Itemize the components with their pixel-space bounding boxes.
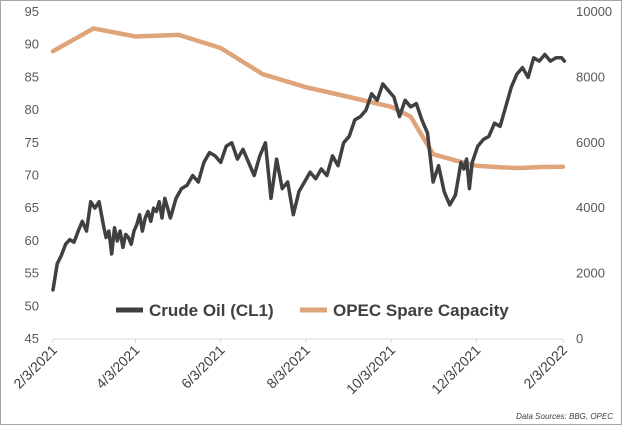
- data-source-note: Data Sources: BBG, OPEC: [516, 412, 613, 421]
- x-tick-label: 12/3/2021: [428, 342, 484, 398]
- left-tick-label: 80: [25, 102, 39, 117]
- left-tick-label: 90: [25, 37, 39, 52]
- left-tick-label: 65: [25, 200, 39, 215]
- right-tick-label: 8000: [576, 69, 605, 84]
- x-tick-label: 2/3/2022: [520, 342, 570, 392]
- right-axis: 0 2000 4000 6000 8000 10000: [576, 4, 612, 346]
- legend: Crude Oil (CL1) OPEC Spare Capacity: [116, 301, 509, 320]
- right-tick-label: 4000: [576, 200, 605, 215]
- left-tick-label: 70: [25, 168, 39, 183]
- x-axis: 2/3/2021 4/3/2021 6/3/2021 8/3/2021 10/3/202…: [10, 339, 570, 397]
- left-tick-label: 55: [25, 266, 39, 281]
- left-tick-label: 60: [25, 233, 39, 248]
- series-line-opec-spare-capacity: [50, 26, 566, 171]
- x-tick-label: 6/3/2021: [178, 342, 228, 392]
- x-tick-label: 4/3/2021: [93, 342, 143, 392]
- legend-label-opec: OPEC Spare Capacity: [333, 301, 509, 320]
- left-tick-label: 45: [25, 331, 39, 346]
- right-tick-label: 0: [576, 331, 583, 346]
- left-tick-label: 75: [25, 135, 39, 150]
- legend-label-crude-oil: Crude Oil (CL1): [149, 301, 274, 320]
- x-tick-label: 2/3/2021: [10, 342, 60, 392]
- right-tick-label: 2000: [576, 266, 605, 281]
- left-tick-label: 95: [25, 4, 39, 19]
- right-tick-label: 6000: [576, 135, 605, 150]
- left-axis: 45 50 55 60 65 70 75 80 85 90 95: [25, 4, 39, 346]
- x-tick-label: 8/3/2021: [263, 342, 313, 392]
- x-tick-label: 10/3/2021: [343, 342, 399, 398]
- right-tick-label: 10000: [576, 4, 612, 19]
- series-group: [50, 26, 567, 292]
- series-line-crude-oil: [51, 52, 567, 292]
- left-tick-label: 50: [25, 298, 39, 313]
- left-tick-label: 85: [25, 69, 39, 84]
